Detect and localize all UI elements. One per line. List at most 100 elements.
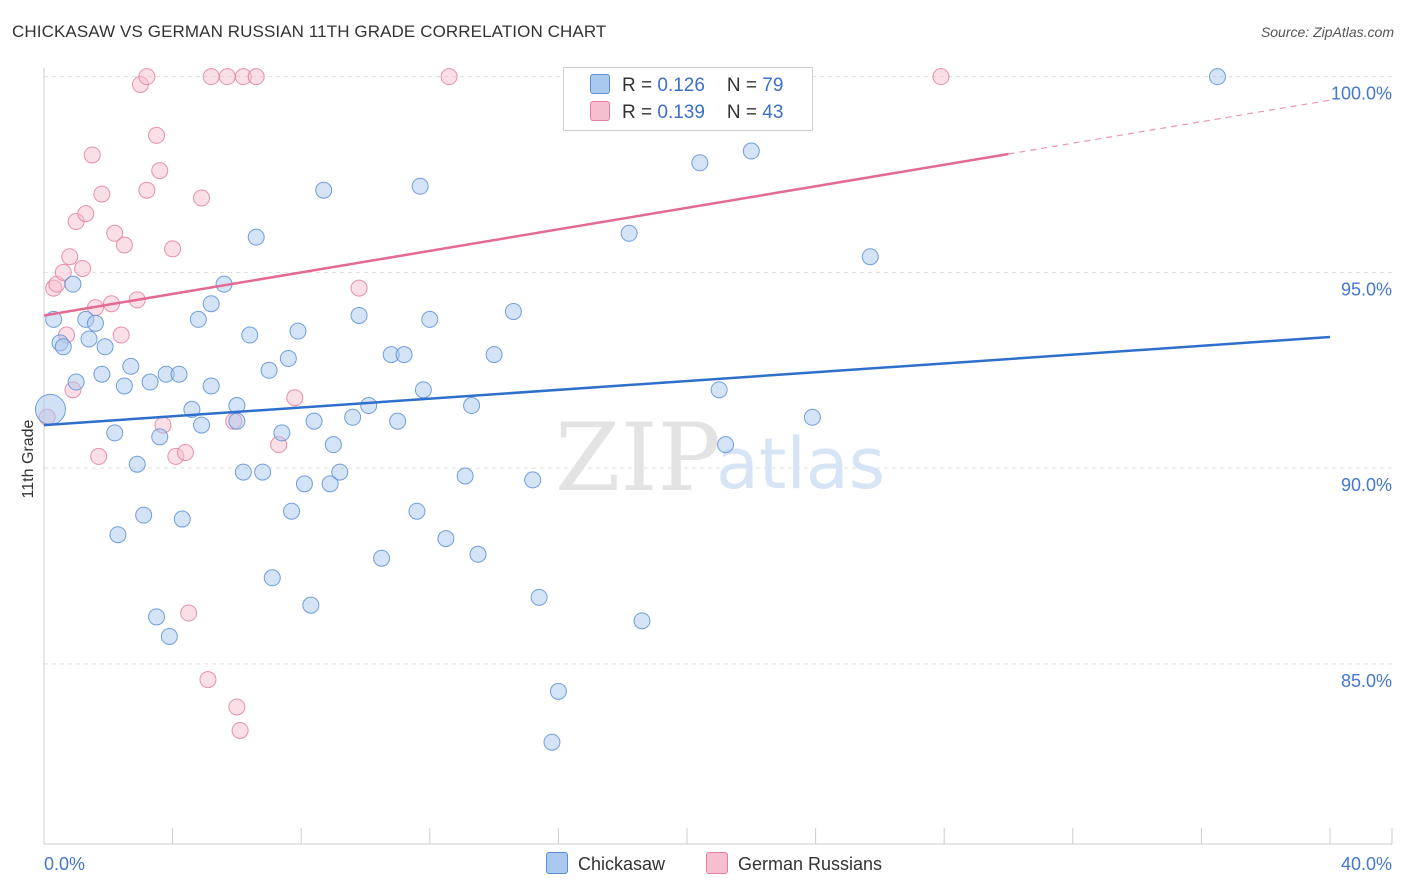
german-russians-point — [218, 68, 236, 86]
german-russians-point — [247, 68, 265, 86]
chickasaw-point — [228, 412, 246, 430]
chickasaw-swatch — [590, 74, 610, 94]
german-russians-point — [138, 68, 156, 86]
german-russians-point — [115, 236, 133, 254]
german-russians-point — [228, 698, 246, 716]
trend-lines — [43, 99, 1331, 427]
gridlines — [44, 76, 1392, 665]
german-russians-point — [151, 162, 169, 180]
chickasaw-point — [1208, 68, 1226, 86]
chickasaw-point — [389, 412, 407, 430]
chickasaw-point — [411, 177, 429, 195]
chickasaw-point — [315, 181, 333, 199]
y-tick-label: 85.0% — [1341, 671, 1392, 691]
y-tick-label: 100.0% — [1331, 84, 1392, 104]
chickasaw-point — [414, 381, 432, 399]
chickasaw-point — [96, 338, 114, 356]
chickasaw-point — [260, 361, 278, 379]
german-russians-trend-line — [43, 152, 1009, 317]
chickasaw-point — [109, 526, 127, 544]
chickasaw-point — [283, 502, 301, 520]
chickasaw-legend-swatch — [546, 852, 568, 874]
german-legend-swatch — [706, 852, 728, 874]
chickasaw-point — [273, 424, 291, 442]
german-russians-point — [77, 205, 95, 223]
chickasaw-point — [228, 397, 246, 415]
german-russians-point — [180, 604, 198, 622]
chickasaw-point — [344, 408, 362, 426]
chickasaw-r-value: 0.126 — [657, 75, 705, 96]
german-r-label: R = — [622, 102, 658, 123]
chickasaw-point — [148, 608, 166, 626]
chickasaw-point — [183, 400, 201, 418]
german-russians-point — [83, 146, 101, 164]
german-russians-point — [193, 189, 211, 207]
chickasaw-point — [543, 733, 561, 751]
chickasaw-point — [331, 463, 349, 481]
chickasaw-point — [469, 545, 487, 563]
chickasaw-point — [742, 142, 760, 160]
chickasaw-point — [803, 408, 821, 426]
chickasaw-point — [135, 506, 153, 524]
chickasaw-point — [395, 346, 413, 364]
german-russians-point — [138, 181, 156, 199]
chickasaw-point — [173, 510, 191, 528]
german-russians-point — [199, 671, 217, 689]
chart-title: CHICKASAW VS GERMAN RUSSIAN 11TH GRADE C… — [12, 22, 607, 41]
chickasaw-point — [122, 357, 140, 375]
legend-row-chickasaw: R = 0.126 N = 79 — [590, 74, 783, 100]
german-russians-point — [93, 185, 111, 203]
chickasaw-point — [151, 428, 169, 446]
german-russians-point — [112, 326, 130, 344]
german-russians-point — [164, 240, 182, 258]
german-russians-point — [440, 68, 458, 86]
german-russians-point — [176, 444, 194, 461]
german-russians-point — [54, 263, 72, 281]
chickasaw-point — [64, 275, 82, 293]
german-russians-point — [286, 389, 304, 407]
legend-row-german: R = 0.139 N = 43 — [590, 101, 783, 127]
chickasaw-point — [189, 310, 207, 328]
legend-item-chickasaw[interactable]: Chickasaw — [546, 852, 665, 875]
chickasaw-point — [241, 326, 259, 344]
chickasaw-point — [302, 596, 320, 614]
german-swatch — [590, 101, 610, 121]
chickasaw-point — [305, 412, 323, 430]
chickasaw-point — [295, 475, 313, 493]
german-russians-point — [932, 68, 950, 86]
y-tick-label: 95.0% — [1341, 279, 1392, 299]
chickasaw-point — [141, 373, 159, 391]
chickasaw-point — [421, 310, 439, 328]
stats-legend: R = 0.126 N = 79 R = 0.139 N = 43 — [563, 67, 813, 131]
watermark: ZIP atlas — [555, 404, 885, 513]
chickasaw-point — [254, 463, 272, 481]
chickasaw-point — [321, 475, 339, 493]
chickasaw-point — [691, 154, 709, 172]
chickasaw-point — [549, 682, 567, 700]
chickasaw-point — [263, 569, 281, 587]
axes — [43, 68, 1393, 845]
chickasaw-point — [504, 303, 522, 321]
chickasaw-point — [115, 377, 133, 395]
chickasaw-point — [247, 228, 265, 246]
x-tick-label: 0.0% — [44, 854, 85, 874]
chickasaw-point — [524, 471, 542, 489]
german-russians-point — [74, 259, 92, 277]
german-russians-point — [350, 279, 368, 297]
german-russians-trend-line-extension — [1008, 99, 1331, 155]
german-n-label: N = — [726, 102, 763, 123]
x-tick-label: 40.0% — [1341, 854, 1392, 874]
chickasaw-n-label: N = — [726, 75, 763, 96]
german-legend-label: German Russians — [738, 854, 883, 874]
chickasaw-point — [202, 377, 220, 395]
watermark-zip: ZIP — [555, 404, 721, 513]
chickasaw-point — [456, 467, 474, 485]
chickasaw-point — [324, 436, 342, 454]
chickasaw-point — [193, 416, 211, 434]
chickasaw-point — [170, 365, 188, 383]
chickasaw-point — [54, 338, 72, 356]
legend-item-german-russians[interactable]: German Russians — [706, 852, 882, 875]
chickasaw-point — [34, 393, 66, 425]
german-russians-point — [90, 447, 108, 465]
